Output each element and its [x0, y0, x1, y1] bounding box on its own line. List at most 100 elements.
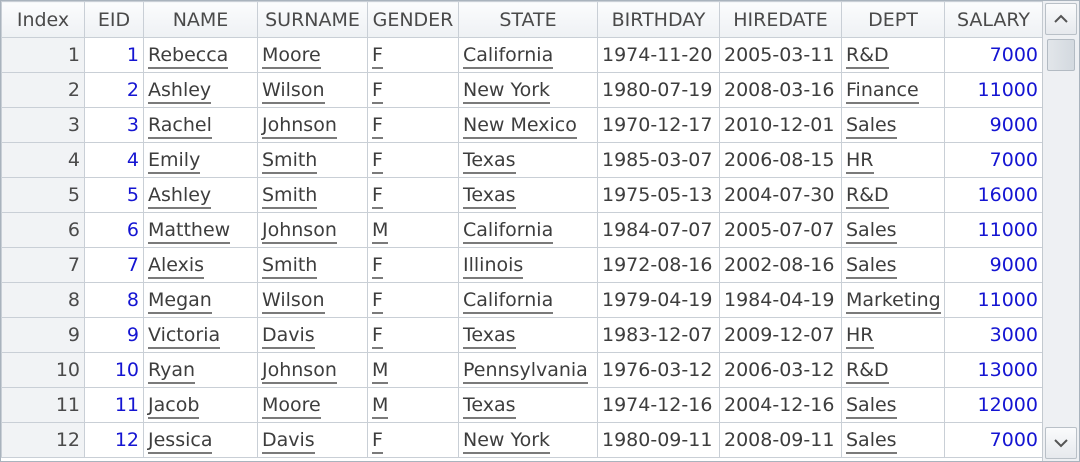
cell-hiredate[interactable]: 2010-12-01 — [719, 107, 842, 143]
cell-index[interactable]: 6 — [1, 212, 85, 248]
scroll-down-button[interactable] — [1045, 427, 1077, 459]
cell-surname[interactable]: Smith — [257, 247, 368, 283]
table-row[interactable]: 8 8 Megan Wilson F California 1979-04-19 1984-0… — [1, 282, 1042, 318]
cell-state[interactable]: New York — [458, 422, 598, 458]
cell-eid[interactable]: 12 — [84, 422, 144, 458]
cell-eid[interactable]: 9 — [84, 317, 144, 353]
cell-gender[interactable]: M — [367, 212, 459, 248]
cell-birthday[interactable]: 1980-07-19 — [597, 72, 720, 108]
column-header-index[interactable]: Index — [1, 1, 85, 38]
cell-surname[interactable]: Wilson — [257, 282, 368, 318]
scrollbar-thumb[interactable] — [1047, 39, 1075, 71]
column-header-eid[interactable]: EID — [84, 1, 144, 38]
table-row[interactable]: 1 1 Rebecca Moore F California 1974-11-20 2005-… — [1, 37, 1042, 73]
cell-gender[interactable]: F — [367, 142, 459, 178]
cell-salary[interactable]: 11000 — [944, 72, 1042, 108]
vertical-scrollbar[interactable] — [1042, 1, 1079, 461]
cell-index[interactable]: 7 — [1, 247, 85, 283]
column-header-salary[interactable]: SALARY — [944, 1, 1042, 38]
cell-eid[interactable]: 3 — [84, 107, 144, 143]
cell-name[interactable]: Rachel — [143, 107, 258, 143]
cell-dept[interactable]: Marketing — [841, 282, 945, 318]
cell-hiredate[interactable]: 2008-03-16 — [719, 72, 842, 108]
cell-gender[interactable]: F — [367, 72, 459, 108]
cell-name[interactable]: Jacob — [143, 387, 258, 423]
column-header-name[interactable]: NAME — [143, 1, 258, 38]
cell-salary[interactable]: 3000 — [944, 317, 1042, 353]
cell-hiredate[interactable]: 2008-09-11 — [719, 422, 842, 458]
cell-name[interactable]: Matthew — [143, 212, 258, 248]
cell-index[interactable]: 11 — [1, 387, 85, 423]
table-row[interactable]: 12 12 Jessica Davis F New York 1980-09-11 2008-… — [1, 422, 1042, 458]
cell-salary[interactable]: 16000 — [944, 177, 1042, 213]
table-row[interactable]: 2 2 Ashley Wilson F New York 1980-07-19 2008-03… — [1, 72, 1042, 108]
cell-birthday[interactable]: 1974-12-16 — [597, 387, 720, 423]
cell-birthday[interactable]: 1980-09-11 — [597, 422, 720, 458]
cell-gender[interactable]: F — [367, 37, 459, 73]
cell-gender[interactable]: M — [367, 352, 459, 388]
cell-salary[interactable]: 9000 — [944, 247, 1042, 283]
cell-eid[interactable]: 7 — [84, 247, 144, 283]
cell-eid[interactable]: 6 — [84, 212, 144, 248]
cell-index[interactable]: 3 — [1, 107, 85, 143]
cell-birthday[interactable]: 1970-12-17 — [597, 107, 720, 143]
cell-surname[interactable]: Wilson — [257, 72, 368, 108]
cell-surname[interactable]: Johnson — [257, 212, 368, 248]
cell-name[interactable]: Megan — [143, 282, 258, 318]
cell-eid[interactable]: 10 — [84, 352, 144, 388]
cell-gender[interactable]: F — [367, 177, 459, 213]
cell-state[interactable]: Texas — [458, 387, 598, 423]
table-row[interactable]: 5 5 Ashley Smith F Texas 1975-05-13 2004-07-30 R… — [1, 177, 1042, 213]
cell-dept[interactable]: Finance — [841, 72, 945, 108]
column-header-dept[interactable]: DEPT — [841, 1, 945, 38]
column-header-hiredate[interactable]: HIREDATE — [719, 1, 842, 38]
cell-name[interactable]: Rebecca — [143, 37, 258, 73]
cell-hiredate[interactable]: 1984-04-19 — [719, 282, 842, 318]
cell-dept[interactable]: Sales — [841, 107, 945, 143]
column-header-gender[interactable]: GENDER — [367, 1, 459, 38]
cell-index[interactable]: 10 — [1, 352, 85, 388]
cell-salary[interactable]: 9000 — [944, 107, 1042, 143]
cell-dept[interactable]: R&D — [841, 177, 945, 213]
cell-eid[interactable]: 11 — [84, 387, 144, 423]
cell-name[interactable]: Jessica — [143, 422, 258, 458]
cell-dept[interactable]: Sales — [841, 247, 945, 283]
cell-salary[interactable]: 11000 — [944, 212, 1042, 248]
cell-index[interactable]: 8 — [1, 282, 85, 318]
cell-birthday[interactable]: 1985-03-07 — [597, 142, 720, 178]
cell-dept[interactable]: R&D — [841, 37, 945, 73]
table-row[interactable]: 10 10 Ryan Johnson M Pennsylvania 1976-03-12 20… — [1, 352, 1042, 388]
cell-state[interactable]: New York — [458, 72, 598, 108]
cell-salary[interactable]: 13000 — [944, 352, 1042, 388]
cell-birthday[interactable]: 1983-12-07 — [597, 317, 720, 353]
cell-state[interactable]: Pennsylvania — [458, 352, 598, 388]
cell-dept[interactable]: Sales — [841, 212, 945, 248]
cell-dept[interactable]: HR — [841, 317, 945, 353]
cell-dept[interactable]: Sales — [841, 387, 945, 423]
cell-salary[interactable]: 11000 — [944, 282, 1042, 318]
cell-birthday[interactable]: 1975-05-13 — [597, 177, 720, 213]
cell-gender[interactable]: F — [367, 282, 459, 318]
cell-eid[interactable]: 8 — [84, 282, 144, 318]
cell-hiredate[interactable]: 2004-12-16 — [719, 387, 842, 423]
column-header-state[interactable]: STATE — [458, 1, 598, 38]
cell-salary[interactable]: 7000 — [944, 142, 1042, 178]
cell-eid[interactable]: 2 — [84, 72, 144, 108]
cell-birthday[interactable]: 1974-11-20 — [597, 37, 720, 73]
cell-gender[interactable]: F — [367, 317, 459, 353]
cell-hiredate[interactable]: 2009-12-07 — [719, 317, 842, 353]
cell-name[interactable]: Ashley — [143, 72, 258, 108]
cell-state[interactable]: New Mexico — [458, 107, 598, 143]
cell-surname[interactable]: Johnson — [257, 107, 368, 143]
cell-name[interactable]: Ryan — [143, 352, 258, 388]
cell-surname[interactable]: Johnson — [257, 352, 368, 388]
cell-state[interactable]: Texas — [458, 317, 598, 353]
cell-hiredate[interactable]: 2006-03-12 — [719, 352, 842, 388]
cell-gender[interactable]: M — [367, 387, 459, 423]
column-header-surname[interactable]: SURNAME — [257, 1, 368, 38]
table-row[interactable]: 11 11 Jacob Moore M Texas 1974-12-16 2004-12-16… — [1, 387, 1042, 423]
cell-gender[interactable]: F — [367, 247, 459, 283]
cell-surname[interactable]: Smith — [257, 177, 368, 213]
cell-index[interactable]: 12 — [1, 422, 85, 458]
cell-birthday[interactable]: 1979-04-19 — [597, 282, 720, 318]
